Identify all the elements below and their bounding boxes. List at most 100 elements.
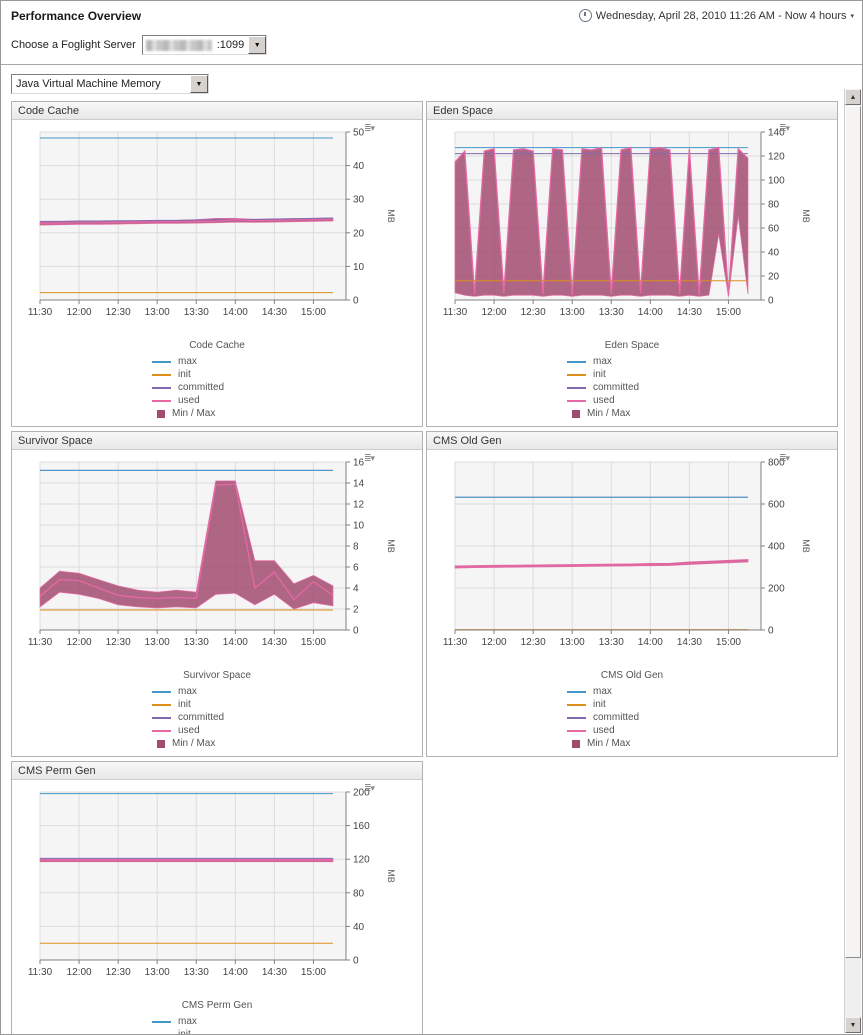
chart-panel-title: Eden Space <box>433 104 493 117</box>
svg-text:80: 80 <box>353 888 365 899</box>
svg-text:12:00: 12:00 <box>67 307 92 318</box>
legend-label: committed <box>593 382 640 393</box>
legend-item-max: max <box>567 355 697 368</box>
legend-label: init <box>178 1029 191 1035</box>
legend-swatch-icon <box>572 739 580 748</box>
svg-text:120: 120 <box>353 855 370 866</box>
timerange-control[interactable]: Wednesday, April 28, 2010 11:26 AM - Now… <box>578 9 854 22</box>
svg-text:8: 8 <box>353 542 359 553</box>
svg-text:60: 60 <box>768 224 780 235</box>
chart-plot-code-cache: 11:30 12:00 12:30 13:00 13:30 14:00 14:30 15:00… <box>28 128 396 319</box>
chart-menu-icon[interactable]: ≣▾ <box>363 783 375 793</box>
svg-text:12:30: 12:30 <box>521 307 546 318</box>
svg-text:20: 20 <box>353 228 365 239</box>
svg-text:11:30: 11:30 <box>443 307 468 318</box>
svg-text:13:30: 13:30 <box>599 307 624 318</box>
scrollbar-up-arrow-icon[interactable]: ▲ <box>845 89 861 105</box>
legend-label: max <box>178 1016 197 1027</box>
legend-title: Survivor Space <box>183 670 251 681</box>
svg-text:100: 100 <box>768 176 785 187</box>
svg-text:12:00: 12:00 <box>67 637 92 648</box>
legend-item-min-max: Min / Max <box>567 407 697 420</box>
svg-text:13:30: 13:30 <box>184 967 209 978</box>
svg-text:30: 30 <box>353 195 365 206</box>
svg-text:40: 40 <box>353 161 365 172</box>
server-selector-row: Choose a Foglight Server :1099 ▼ <box>1 23 862 65</box>
svg-text:40: 40 <box>353 922 365 933</box>
legend-label: Min / Max <box>587 408 631 419</box>
legend-item-init: init <box>152 698 282 711</box>
svg-text:14: 14 <box>353 479 365 490</box>
server-name-redacted <box>145 39 212 51</box>
svg-text:15:00: 15:00 <box>301 637 326 648</box>
timerange-caret-icon[interactable]: ▾ <box>850 12 854 20</box>
chart-plot-survivor-space: 11:30 12:00 12:30 13:00 13:30 14:00 14:30 15:00… <box>28 458 396 649</box>
legend-swatch-icon <box>152 399 171 402</box>
chart-panel-survivor-space: Survivor Space ≣▾ 11:30 12:00 12:30 13:00 13… <box>11 431 423 757</box>
legend-label: used <box>178 725 200 736</box>
legend-item-committed: committed <box>152 711 282 724</box>
svg-text:4: 4 <box>353 584 359 595</box>
legend-title: CMS Perm Gen <box>181 1000 253 1011</box>
svg-text:MB: MB <box>386 209 396 223</box>
svg-text:800: 800 <box>768 458 785 469</box>
legend-item-min-max: Min / Max <box>152 407 282 420</box>
legend-item-max: max <box>152 355 282 368</box>
legend-item-init: init <box>152 1028 282 1035</box>
legend-swatch-icon <box>157 739 165 748</box>
chart-menu-icon[interactable]: ≣▾ <box>363 453 375 463</box>
svg-text:12:00: 12:00 <box>67 967 92 978</box>
server-port: :1099 <box>216 39 245 51</box>
svg-text:14:30: 14:30 <box>677 307 702 318</box>
legend-item-max: max <box>567 685 697 698</box>
vertical-scrollbar[interactable]: ▲ ▼ <box>844 89 861 1033</box>
chart-legend: Survivor Space max init committed used Min /… <box>152 670 282 750</box>
scrollbar-thumb[interactable] <box>845 106 861 958</box>
chart-panel-cms-old-gen: CMS Old Gen ≣▾ 11:30 12:00 12:30 13:00 13:30… <box>426 431 838 757</box>
metric-selector-row: Java Virtual Machine Memory ▼ <box>1 65 862 101</box>
legend-label: init <box>593 369 606 380</box>
metric-dropdown[interactable]: Java Virtual Machine Memory ▼ <box>11 74 209 94</box>
chart-panel-eden-space: Eden Space ≣▾ 11:30 12:00 12:30 13:00 13:30 1… <box>426 101 838 427</box>
chart-panel-code-cache: Code Cache ≣▾ 11:30 12:00 12:30 13:00 13:30 1… <box>11 101 423 427</box>
legend-swatch-icon <box>152 716 171 719</box>
legend-swatch-icon <box>567 373 586 376</box>
chart-menu-icon[interactable]: ≣▾ <box>778 123 790 133</box>
scrollbar-down-arrow-icon[interactable]: ▼ <box>845 1017 861 1033</box>
server-selector-dropdown-arrow-icon[interactable]: ▼ <box>248 36 267 54</box>
legend-label: init <box>593 699 606 710</box>
legend-item-init: init <box>152 368 282 381</box>
legend-item-committed: committed <box>567 381 697 394</box>
svg-text:10: 10 <box>353 262 365 273</box>
svg-text:15:00: 15:00 <box>716 637 741 648</box>
svg-text:120: 120 <box>768 152 785 163</box>
legend-item-init: init <box>567 368 697 381</box>
timerange-clock-icon <box>578 9 592 22</box>
chart-panel-title: CMS Perm Gen <box>18 764 96 777</box>
svg-text:13:30: 13:30 <box>184 307 209 318</box>
server-selector-combo[interactable]: :1099 ▼ <box>141 35 268 55</box>
svg-text:11:30: 11:30 <box>28 637 53 648</box>
svg-text:12:30: 12:30 <box>106 637 131 648</box>
legend-swatch-icon <box>567 716 586 719</box>
metric-dropdown-arrow-icon[interactable]: ▼ <box>190 75 208 93</box>
legend-item-used: used <box>567 394 697 407</box>
legend-label: max <box>178 356 197 367</box>
chart-panel-title: Code Cache <box>18 104 80 117</box>
legend-label: committed <box>593 712 640 723</box>
svg-text:14:00: 14:00 <box>223 967 248 978</box>
svg-text:15:00: 15:00 <box>716 307 741 318</box>
legend-item-init: init <box>567 698 697 711</box>
svg-text:11:30: 11:30 <box>443 637 468 648</box>
chart-menu-icon[interactable]: ≣▾ <box>778 453 790 463</box>
chart-legend: CMS Old Gen max init committed used Min / Ma… <box>567 670 697 750</box>
chart-menu-icon[interactable]: ≣▾ <box>363 123 375 133</box>
svg-text:600: 600 <box>768 500 785 511</box>
legend-swatch-icon <box>567 690 586 693</box>
svg-text:400: 400 <box>768 542 785 553</box>
legend-swatch-icon <box>152 1020 171 1023</box>
legend-label: committed <box>178 712 225 723</box>
legend-label: max <box>593 356 612 367</box>
server-selector-label: Choose a Foglight Server <box>11 39 136 51</box>
svg-text:MB: MB <box>801 539 811 553</box>
